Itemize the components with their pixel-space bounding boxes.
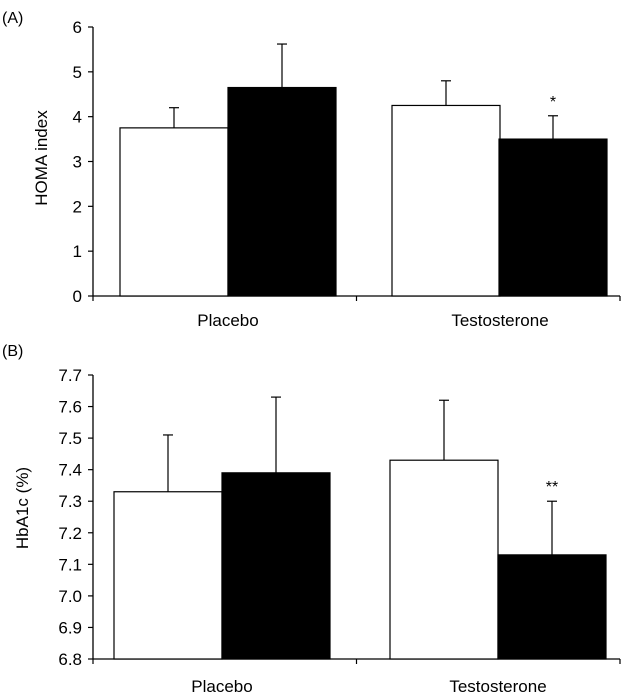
significance-marker: ** [546, 479, 558, 496]
bar-white [119, 127, 229, 297]
bar-white [389, 459, 499, 660]
bar-black [497, 554, 607, 660]
y-tick-label: 4 [73, 108, 82, 127]
y-tick-label: 1 [73, 242, 82, 261]
y-tick-label: 0 [73, 287, 82, 306]
y-tick-label: 6.8 [58, 650, 82, 669]
y-tick-label: 7.1 [58, 555, 82, 574]
x-category-label: Placebo [191, 677, 252, 695]
bar-white [391, 104, 501, 297]
x-category-label: Testosterone [449, 677, 546, 695]
x-category-label: Placebo [197, 311, 258, 330]
y-tick-label: 5 [73, 63, 82, 82]
y-tick-label: 6 [73, 18, 82, 37]
x-category-label: Testosterone [451, 311, 548, 330]
panel-b-label: (B) [2, 343, 23, 360]
bar-white [113, 491, 223, 660]
y-tick-label: 7.4 [58, 461, 82, 480]
bar-black [221, 472, 331, 660]
y-tick-label: 7.3 [58, 492, 82, 511]
significance-marker: * [550, 94, 556, 111]
bar-black [498, 138, 608, 297]
bar-black [227, 86, 337, 297]
y-tick-label: 7.7 [58, 366, 82, 385]
panel-b-y-axis-title: HbA1c (%) [13, 467, 32, 549]
panel-a-label: (A) [2, 10, 23, 27]
y-tick-label: 7.6 [58, 398, 82, 417]
panel-a-homa-chart: (A) HOMA index 0 1 2 3 4 5 6 Placebo Testosteron… [2, 10, 621, 330]
y-tick-label: 7.5 [58, 429, 82, 448]
y-tick-label: 7.2 [58, 524, 82, 543]
y-tick-label: 6.9 [58, 618, 82, 637]
panel-a-y-axis-title: HOMA index [32, 110, 51, 206]
y-tick-label: 2 [73, 197, 82, 216]
y-tick-label: 7.0 [58, 587, 82, 606]
y-tick-label: 3 [73, 153, 82, 172]
panel-b-hba1c-chart: (B) HbA1c (%) 6.8 6.9 7.0 7.1 7.2 7.3 7.4 7.5 7.… [2, 343, 621, 695]
